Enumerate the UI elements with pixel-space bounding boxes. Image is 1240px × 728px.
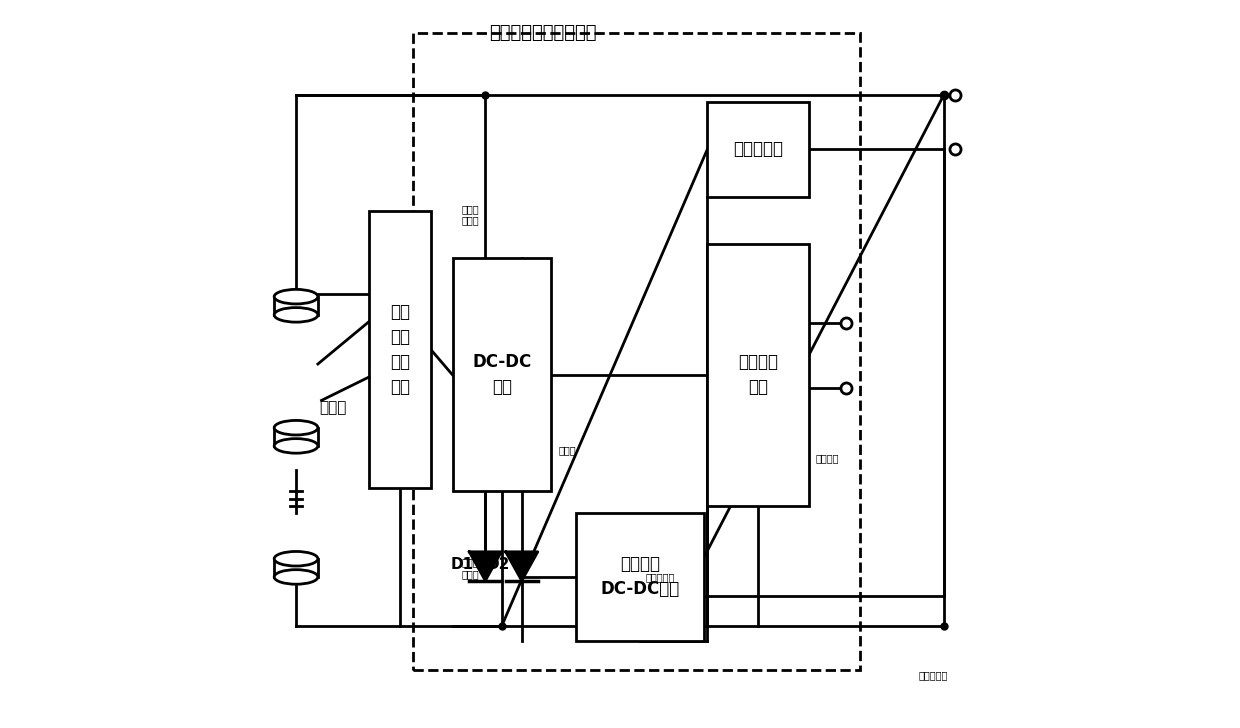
FancyBboxPatch shape <box>274 296 317 314</box>
Ellipse shape <box>274 552 317 566</box>
Text: 第一负
输入端: 第一负 输入端 <box>461 204 479 226</box>
FancyBboxPatch shape <box>577 513 704 641</box>
Ellipse shape <box>274 438 317 453</box>
Polygon shape <box>469 552 501 581</box>
Text: 控制管理单元供电模块: 控制管理单元供电模块 <box>489 24 596 41</box>
FancyBboxPatch shape <box>274 427 317 446</box>
Text: D1: D1 <box>450 557 474 571</box>
Ellipse shape <box>274 569 317 584</box>
Text: D2: D2 <box>487 557 510 571</box>
Text: 电芯
电压
采集
单元: 电芯 电压 采集 单元 <box>389 303 409 396</box>
Text: 控制管理
单元: 控制管理 单元 <box>738 353 779 397</box>
FancyBboxPatch shape <box>453 258 551 491</box>
Text: 充放电接口: 充放电接口 <box>919 670 947 681</box>
Polygon shape <box>506 552 538 581</box>
FancyBboxPatch shape <box>368 211 430 488</box>
Text: 带隔离的
DC-DC电源: 带隔离的 DC-DC电源 <box>600 555 680 598</box>
Text: 充放电单元: 充放电单元 <box>733 141 784 158</box>
Text: 电芯组: 电芯组 <box>319 400 346 415</box>
Ellipse shape <box>274 307 317 322</box>
FancyBboxPatch shape <box>707 102 810 197</box>
Text: 输出端: 输出端 <box>558 445 575 455</box>
Ellipse shape <box>274 289 317 304</box>
Text: 第一正
输入端: 第一正 输入端 <box>461 557 479 579</box>
Ellipse shape <box>274 420 317 435</box>
FancyBboxPatch shape <box>274 559 317 577</box>
Text: 第二输入端: 第二输入端 <box>646 572 675 582</box>
Text: DC-DC
电源: DC-DC 电源 <box>472 353 531 397</box>
Text: 通信接口: 通信接口 <box>815 454 838 464</box>
FancyBboxPatch shape <box>707 244 810 506</box>
